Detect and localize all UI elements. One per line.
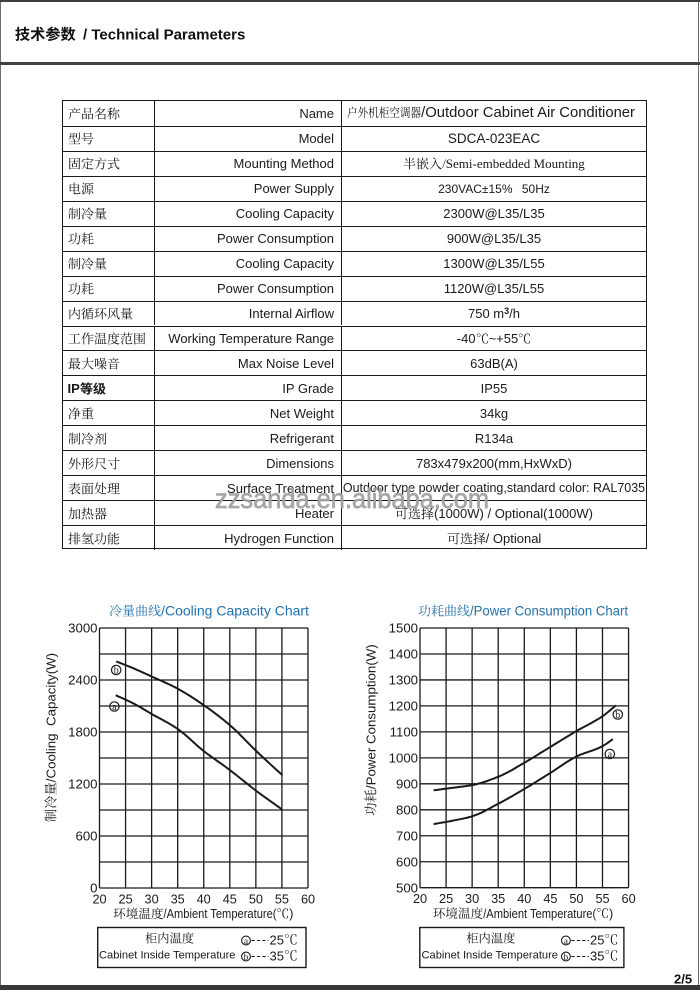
svg-text:25: 25 xyxy=(119,892,133,906)
svg-text:1300: 1300 xyxy=(389,673,418,688)
svg-text:1500: 1500 xyxy=(389,621,418,636)
svg-text:35: 35 xyxy=(491,892,505,906)
svg-text:45: 45 xyxy=(543,892,557,906)
svg-text:b: b xyxy=(564,953,569,963)
svg-text:/Power Consumption(W): /Power Consumption(W) xyxy=(364,644,379,789)
svg-text:/Cooling Capacity(W): /Cooling Capacity(W) xyxy=(44,653,59,782)
svg-text:60: 60 xyxy=(622,892,636,906)
svg-text:2/5: 2/5 xyxy=(674,972,692,987)
svg-text:800: 800 xyxy=(396,802,418,817)
svg-text:30: 30 xyxy=(465,892,479,906)
svg-text:35: 35 xyxy=(171,892,185,906)
svg-text:b: b xyxy=(615,710,620,721)
svg-text:/ Technical Parameters: / Technical Parameters xyxy=(83,27,245,44)
svg-text:40: 40 xyxy=(517,892,531,906)
svg-text:55: 55 xyxy=(595,892,609,906)
svg-text:2400: 2400 xyxy=(68,673,97,688)
svg-text:20: 20 xyxy=(413,892,427,906)
svg-text:3000: 3000 xyxy=(68,621,97,636)
svg-text:): ) xyxy=(609,907,613,921)
svg-text:/Cooling Capacity Chart: /Cooling Capacity Chart xyxy=(161,603,309,619)
svg-text:b: b xyxy=(114,666,119,677)
svg-text:900: 900 xyxy=(396,776,418,791)
svg-text:a: a xyxy=(608,750,613,761)
svg-text:40: 40 xyxy=(197,892,211,906)
svg-text:1000: 1000 xyxy=(389,751,418,766)
svg-text:/Power Consumption Chart: /Power Consumption Chart xyxy=(470,603,628,619)
svg-text:1800: 1800 xyxy=(68,725,97,740)
svg-text:50: 50 xyxy=(569,892,583,906)
svg-text:/Ambient Temperature(: /Ambient Temperature( xyxy=(164,907,278,921)
svg-text:a: a xyxy=(564,937,569,947)
svg-text:1200: 1200 xyxy=(68,777,97,792)
svg-text:600: 600 xyxy=(396,854,418,869)
svg-text:b: b xyxy=(244,953,249,963)
svg-text:20: 20 xyxy=(92,892,106,906)
svg-text:1400: 1400 xyxy=(389,647,418,662)
svg-text:25: 25 xyxy=(590,933,604,948)
svg-text:55: 55 xyxy=(275,892,289,906)
svg-text:1200: 1200 xyxy=(389,699,418,714)
svg-text:50: 50 xyxy=(249,892,263,906)
svg-text:a: a xyxy=(112,702,117,713)
svg-text:500: 500 xyxy=(396,880,418,895)
svg-text:/Ambient Temperature(: /Ambient Temperature( xyxy=(483,907,597,921)
svg-text:0: 0 xyxy=(90,881,97,896)
svg-text:1100: 1100 xyxy=(390,725,418,740)
svg-text:30: 30 xyxy=(145,892,159,906)
svg-text:600: 600 xyxy=(75,829,97,844)
svg-text:25: 25 xyxy=(270,933,284,948)
svg-text:60: 60 xyxy=(301,892,315,906)
svg-text:a: a xyxy=(244,937,249,947)
svg-text:25: 25 xyxy=(439,892,453,906)
svg-text:35: 35 xyxy=(590,949,604,964)
svg-text:zzsanda.en.alibaba.com: zzsanda.en.alibaba.com xyxy=(215,483,489,514)
svg-text:): ) xyxy=(289,907,293,921)
svg-text:45: 45 xyxy=(223,892,237,906)
svg-text:700: 700 xyxy=(396,828,418,843)
svg-text:35: 35 xyxy=(270,949,284,964)
svg-text:Cabinet Inside Temperature: Cabinet Inside Temperature xyxy=(99,949,236,961)
svg-text:Cabinet Inside Temperature: Cabinet Inside Temperature xyxy=(422,949,559,961)
